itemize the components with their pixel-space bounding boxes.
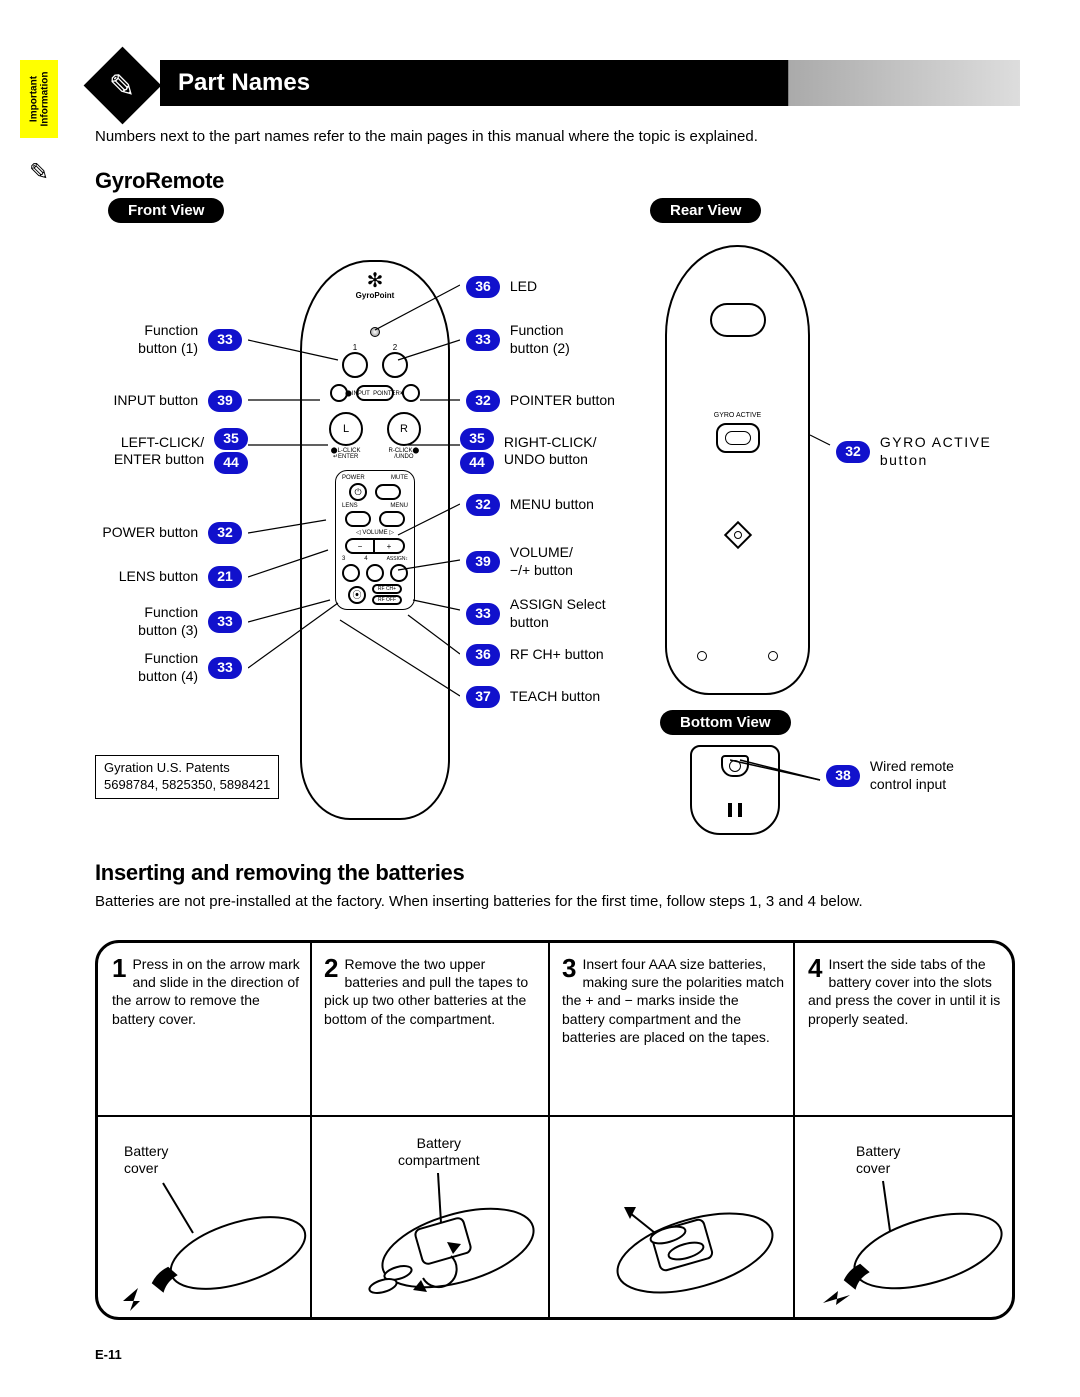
menu-btn [379,511,405,527]
center-cluster: POWERMUTE ⏻ LENSMENU ◁ VOLUME ▷ − + 34AS… [335,470,415,610]
step-1: 1 Press in on the arrow mark and slide i… [112,955,304,1028]
cr-assign: 33 ASSIGN Select button [460,596,606,631]
rear-leader [810,420,840,450]
bottom-wired: 38 Wired remote control input [820,758,954,793]
mute-btn [375,484,401,500]
rear-view-pill: Rear View [650,198,761,223]
illus-3 [560,1173,790,1318]
pointer-btn [402,384,420,402]
rear-diamond [723,521,751,549]
cl-fn3: Function button (3) 33 [138,604,248,639]
patents-line2: 5698784, 5825350, 5898421 [104,777,270,794]
cl-leftclick: LEFT-CLICK/ ENTER button 35 44 [114,428,248,474]
label-bc1: Battery cover [124,1143,168,1177]
cr-fn2: 33 Function button (2) [460,322,570,357]
gyro-active-text: GYRO ACTIVE [714,412,761,419]
rear-screw-l [697,651,707,661]
gyroremote-title: GyroRemote [95,168,224,194]
power-btn: ⏻ [349,483,367,501]
rear-top-pad [710,303,766,337]
cl-lens: LENS button 21 [119,566,248,588]
fn1-btn [342,352,368,378]
fn2-btn [382,352,408,378]
patents-box: Gyration U.S. Patents 5698784, 5825350, … [95,755,279,799]
page-header-icon: ✎ [84,47,162,125]
rfch-btn: RF CH+ [372,584,402,594]
cr-menu: 32 MENU button [460,494,594,516]
mid-oval-btn: ⬤INPUT POINTER✱ [356,385,394,401]
cl-fn4: Function button (4) 33 [138,650,248,685]
cr-led: 36 LED [460,276,537,298]
gyropoint-label: GyroPoint [356,292,395,300]
lclick-label: ⬤L-CLICK↵ENTER [331,448,361,460]
vol-minus: − [345,538,375,554]
page-title: Part Names [160,60,1020,106]
rfoff-btn: RF OFF [372,595,402,605]
bottom-view-pill: Bottom View [660,710,791,735]
label-bc2: Battery cover [856,1143,900,1177]
vol-plus: + [375,538,405,554]
intro-text: Numbers next to the part names refer to … [95,128,1015,145]
battery-title: Inserting and removing the batteries [95,860,464,886]
step-2: 2 Remove the two upper batteries and pul… [324,955,540,1028]
fn3-btn [342,564,360,582]
rear-screw-r [768,651,778,661]
step-4: 4 Insert the side tabs of the battery co… [808,955,1006,1028]
rear-gyro: 32 GYRO ACTIVE button [830,434,991,469]
patents-line1: Gyration U.S. Patents [104,760,270,777]
teach-btn: ⦿ [348,586,366,604]
page-footer: E-11 [95,1347,122,1362]
cr-rightclick: 35 44 RIGHT-CLICK/ UNDO button [460,428,596,474]
front-view-pill: Front View [108,198,224,223]
cl-fn1: Function button (1) 33 [138,322,248,357]
illus-1 [108,1173,308,1318]
rear-remote-outline: GYRO ACTIVE [665,245,810,695]
front-remote-outline: ✻ GyroPoint 1 2 ⬤INPUT POINTER✱ L R ⬤L-C… [300,260,450,820]
left-click-btn: L [329,412,363,446]
side-tab-text: ImportantInformation [28,72,50,127]
illus-4 [798,1173,1013,1318]
illus-2 [323,1168,548,1318]
step-3: 3 Insert four AAA size batteries, making… [562,955,784,1046]
gyro-active-btn [716,423,760,453]
side-tab: ImportantInformation [20,60,58,138]
rclick-label: R-CLICK⬤/UNDO [389,448,420,460]
cr-pointer: 32 POINTER button [460,390,615,412]
cr-teach: 37 TEACH button [460,686,600,708]
lens-btn [345,511,371,527]
battery-intro: Batteries are not pre-installed at the f… [95,892,1015,912]
cr-rfch: 36 RF CH+ button [460,644,604,666]
battery-box: 1 Press in on the arrow mark and slide i… [95,940,1015,1320]
cl-input: INPUT button 39 [114,390,248,412]
cr-volume: 39 VOLUME/ −/+ button [460,544,573,579]
led-dot [370,327,380,337]
cl-power: POWER button 32 [102,522,248,544]
label-comp: Battery compartment [398,1135,480,1169]
side-tab-icon: ✎ [20,155,58,190]
assign-btn [390,564,408,582]
fn4-btn [366,564,384,582]
right-click-btn: R [387,412,421,446]
